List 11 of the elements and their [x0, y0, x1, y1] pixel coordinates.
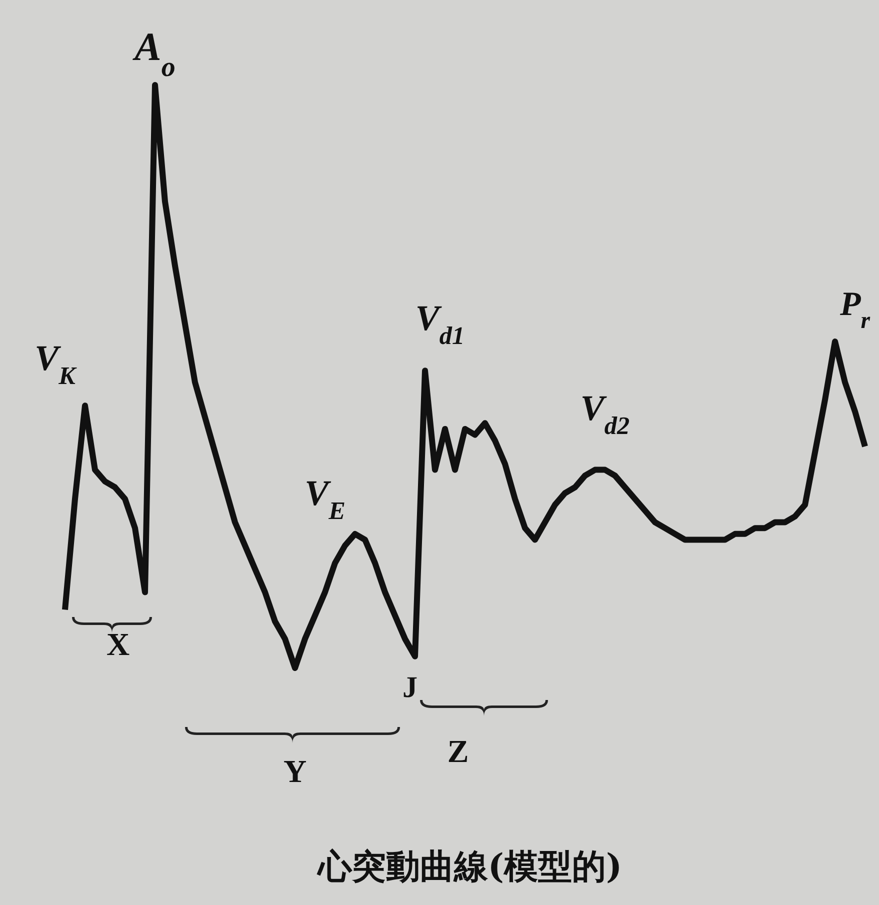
annotation: V$_{E}$ [304, 473, 346, 524]
annotation: V$_{d2}$ [580, 388, 630, 440]
text: Y [283, 753, 307, 789]
text: Z [447, 733, 469, 769]
text: A$_{o}$ [132, 24, 176, 82]
text: 心突動曲線(模型的) [316, 847, 622, 887]
annotation: X [106, 626, 130, 662]
annotation: P$_{r}$ [838, 286, 871, 334]
text: J [402, 671, 418, 704]
annotation: V$_{K}$ [34, 338, 78, 390]
annotation: V$_{d1}$ [415, 298, 465, 350]
